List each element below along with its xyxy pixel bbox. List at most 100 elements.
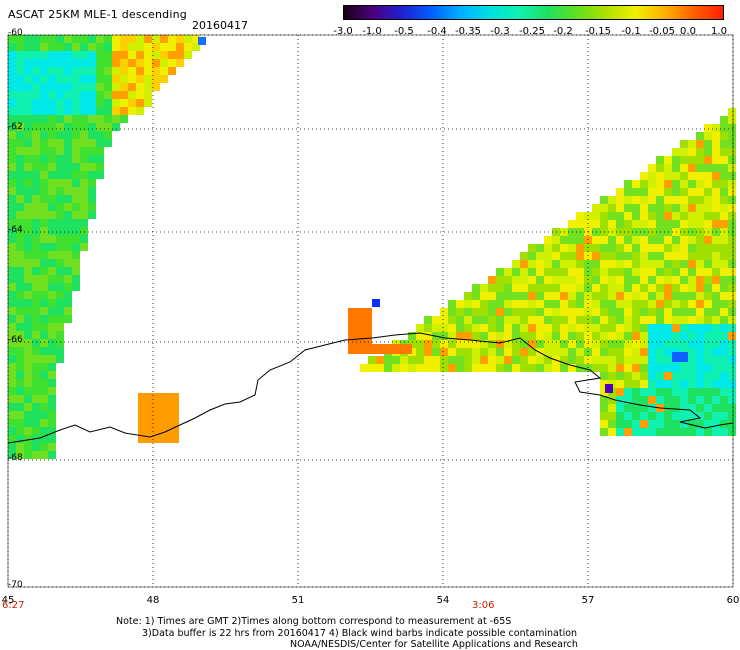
wind-cell bbox=[464, 316, 472, 324]
wind-cell bbox=[16, 427, 24, 435]
wind-cell bbox=[48, 363, 56, 371]
wind-cell bbox=[384, 356, 392, 364]
wind-cell bbox=[568, 324, 576, 332]
wind-cell bbox=[720, 308, 728, 316]
lat-label: -64 bbox=[8, 225, 23, 235]
wind-cell bbox=[616, 300, 624, 308]
wind-cell bbox=[720, 276, 728, 284]
wind-cell bbox=[40, 403, 48, 411]
wind-cell bbox=[96, 35, 104, 43]
wind-cell bbox=[408, 356, 416, 364]
wind-cell bbox=[176, 43, 184, 51]
wind-cell bbox=[656, 252, 664, 260]
wind-cell bbox=[136, 67, 144, 75]
wind-cell bbox=[672, 292, 680, 300]
wind-cell bbox=[728, 244, 736, 252]
wind-cell bbox=[664, 324, 672, 332]
wind-cell bbox=[624, 284, 632, 292]
color-scale-bar bbox=[343, 5, 724, 20]
wind-cell bbox=[616, 340, 624, 348]
wind-cell bbox=[464, 332, 472, 340]
wind-cell bbox=[680, 148, 688, 156]
wind-cell bbox=[624, 396, 632, 404]
wind-cell bbox=[656, 268, 664, 276]
wind-cell bbox=[72, 259, 80, 267]
wind-cell bbox=[648, 172, 656, 180]
wind-cell bbox=[136, 43, 144, 51]
wind-cell bbox=[728, 276, 736, 284]
wind-cell bbox=[192, 35, 200, 43]
wind-cell bbox=[520, 316, 528, 324]
wind-cell bbox=[32, 259, 40, 267]
wind-cell bbox=[632, 268, 640, 276]
wind-cell bbox=[72, 243, 80, 251]
wind-cell bbox=[688, 332, 696, 340]
wind-cell bbox=[688, 324, 696, 332]
wind-cell bbox=[120, 115, 128, 123]
wind-cell bbox=[16, 219, 24, 227]
wind-cell bbox=[64, 251, 72, 259]
wind-cell bbox=[8, 371, 16, 379]
wind-cell bbox=[704, 308, 712, 316]
wind-cell bbox=[664, 244, 672, 252]
wind-cell bbox=[88, 179, 96, 187]
wind-cell bbox=[40, 91, 48, 99]
wind-cell bbox=[64, 99, 72, 107]
wind-cell bbox=[152, 67, 160, 75]
wind-cell bbox=[512, 260, 520, 268]
wind-cell bbox=[152, 83, 160, 91]
wind-cell bbox=[48, 91, 56, 99]
wind-cell bbox=[56, 283, 64, 291]
wind-cell bbox=[448, 364, 456, 372]
wind-cell bbox=[664, 404, 672, 412]
wind-cell bbox=[720, 148, 728, 156]
wind-cell bbox=[672, 372, 680, 380]
wind-cell bbox=[672, 180, 680, 188]
wind-cell bbox=[568, 348, 576, 356]
wind-cell bbox=[64, 123, 72, 131]
wind-cell bbox=[520, 300, 528, 308]
wind-cell bbox=[720, 388, 728, 396]
wind-cell bbox=[688, 380, 696, 388]
wind-cell bbox=[448, 316, 456, 324]
wind-cell bbox=[40, 147, 48, 155]
wind-cell bbox=[496, 348, 504, 356]
lat-label: -68 bbox=[8, 453, 23, 463]
wind-cell bbox=[24, 315, 32, 323]
wind-cell bbox=[80, 219, 88, 227]
wind-cell bbox=[424, 340, 432, 348]
wind-cell bbox=[544, 348, 552, 356]
wind-cell bbox=[680, 420, 688, 428]
wind-cell bbox=[680, 300, 688, 308]
wind-cell bbox=[24, 219, 32, 227]
wind-cell bbox=[16, 403, 24, 411]
wind-cell bbox=[472, 316, 480, 324]
wind-cell bbox=[472, 292, 480, 300]
wind-cell bbox=[728, 108, 736, 116]
wind-cell bbox=[568, 220, 576, 228]
wind-cell bbox=[656, 180, 664, 188]
wind-cell bbox=[680, 412, 688, 420]
wind-cell bbox=[688, 404, 696, 412]
wind-cell bbox=[688, 204, 696, 212]
wind-cell bbox=[704, 132, 712, 140]
wind-cell bbox=[480, 348, 488, 356]
wind-cell bbox=[504, 292, 512, 300]
wind-cell bbox=[728, 124, 736, 132]
wind-cell bbox=[512, 324, 520, 332]
wind-cell bbox=[144, 35, 152, 43]
wind-cell bbox=[80, 99, 88, 107]
wind-cell bbox=[624, 292, 632, 300]
wind-cell bbox=[552, 260, 560, 268]
wind-cell bbox=[688, 420, 696, 428]
wind-cell bbox=[600, 236, 608, 244]
wind-cell bbox=[88, 187, 96, 195]
wind-cell bbox=[32, 187, 40, 195]
wind-cell bbox=[8, 395, 16, 403]
wind-cell bbox=[40, 451, 48, 459]
wind-cell bbox=[144, 99, 152, 107]
wind-cell bbox=[536, 348, 544, 356]
wind-cell bbox=[32, 267, 40, 275]
wind-cell bbox=[728, 172, 736, 180]
